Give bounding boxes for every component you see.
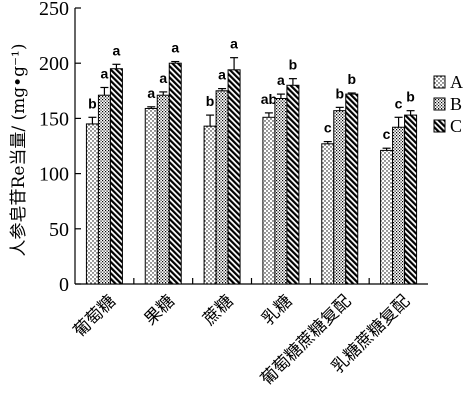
significance-label: b	[289, 57, 298, 73]
x-category-label: 葡萄糖	[70, 291, 120, 341]
legend-label-A: A	[450, 72, 463, 92]
significance-label: a	[147, 85, 155, 101]
bar-A-0	[85, 123, 99, 285]
bar-C-5	[404, 114, 418, 285]
bar-C-3	[286, 84, 300, 285]
legend-label-B: B	[450, 94, 462, 114]
bar-B-4	[333, 110, 347, 285]
bar-B-1	[156, 94, 170, 285]
bar-C-1	[168, 62, 182, 285]
significance-label: a	[101, 65, 109, 81]
significance-label: a	[218, 67, 226, 83]
x-category-label: 果糖	[141, 291, 179, 329]
significance-label: c	[395, 95, 403, 111]
legend-label-C: C	[450, 116, 462, 136]
bar-B-0	[97, 94, 111, 285]
significance-label: b	[347, 71, 356, 87]
bar-B-5	[392, 126, 406, 285]
bar-B-3	[274, 98, 288, 285]
bar-A-3	[262, 116, 276, 285]
y-tick-label: 50	[49, 219, 69, 241]
legend: ABC	[433, 72, 463, 136]
significance-label: ab	[261, 91, 277, 107]
bar-A-4	[321, 143, 335, 285]
y-tick-label: 200	[39, 53, 69, 75]
bar-A-5	[380, 149, 394, 285]
x-category-label: 蔗糖	[199, 291, 237, 329]
significance-label: b	[335, 85, 344, 101]
significance-label: b	[206, 93, 215, 109]
significance-label: c	[383, 126, 391, 142]
significance-label: a	[159, 70, 167, 86]
significance-label: a	[113, 42, 121, 58]
significance-label: b	[88, 95, 97, 111]
y-axis-label: 人参皂苷Re当量/ (mg•g⁻¹)	[9, 44, 29, 257]
significance-label: b	[406, 89, 415, 105]
y-tick-label: 250	[39, 0, 69, 20]
bar-A-1	[144, 107, 158, 285]
bar-C-2	[227, 69, 241, 285]
significance-label: a	[230, 36, 238, 52]
bar-C-4	[345, 93, 359, 285]
bar-A-2	[203, 125, 217, 285]
bar-B-2	[215, 90, 229, 285]
significance-label: a	[171, 40, 179, 56]
bar-C-0	[109, 68, 123, 285]
y-tick-label: 150	[39, 108, 69, 130]
y-tick-label: 0	[59, 274, 69, 296]
significance-label: c	[324, 120, 332, 136]
y-tick-label: 100	[39, 164, 69, 186]
x-category-label: 乳糖	[258, 291, 296, 329]
significance-label: a	[277, 72, 285, 88]
legend-swatch-B	[433, 97, 446, 111]
legend-swatch-A	[433, 75, 446, 89]
legend-swatch-C	[433, 119, 446, 133]
